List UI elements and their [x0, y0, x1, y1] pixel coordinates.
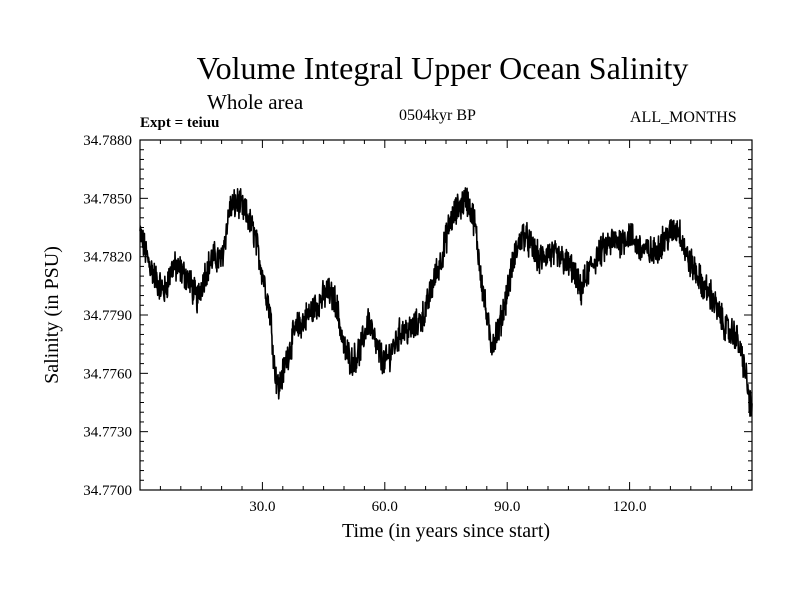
x-axis-label: Time (in years since start)	[342, 520, 550, 542]
axis-ticks	[140, 140, 752, 490]
x-tick-label: 60.0	[372, 499, 398, 515]
experiment-label: Expt = teiuu	[140, 115, 220, 131]
x-tick-label: 30.0	[249, 499, 275, 515]
period-label: 0504kyr BP	[399, 107, 476, 124]
tick-labels: 30.0 60.0 90.0 120.0 34.7700 34.7730 34.7760 34…	[83, 133, 646, 515]
x-tick-label: 120.0	[613, 499, 647, 515]
months-label: ALL_MONTHS	[630, 109, 737, 126]
y-tick-label: 34.7790	[83, 308, 132, 324]
plot-frame	[139, 139, 753, 491]
y-tick-label: 34.7850	[83, 191, 132, 207]
y-tick-label: 34.7760	[83, 366, 132, 382]
y-tick-label: 34.7880	[83, 133, 132, 149]
chart-title: Volume Integral Upper Ocean Salinity	[196, 50, 689, 86]
y-tick-label: 34.7820	[83, 250, 132, 266]
x-tick-label: 90.0	[494, 499, 520, 515]
y-tick-label: 34.7730	[83, 425, 132, 441]
y-axis-label: Salinity (in PSU)	[41, 246, 63, 384]
y-tick-label: 34.7700	[83, 483, 132, 499]
chart-subtitle: Whole area	[207, 90, 304, 114]
series-line-salinity	[139, 187, 753, 417]
